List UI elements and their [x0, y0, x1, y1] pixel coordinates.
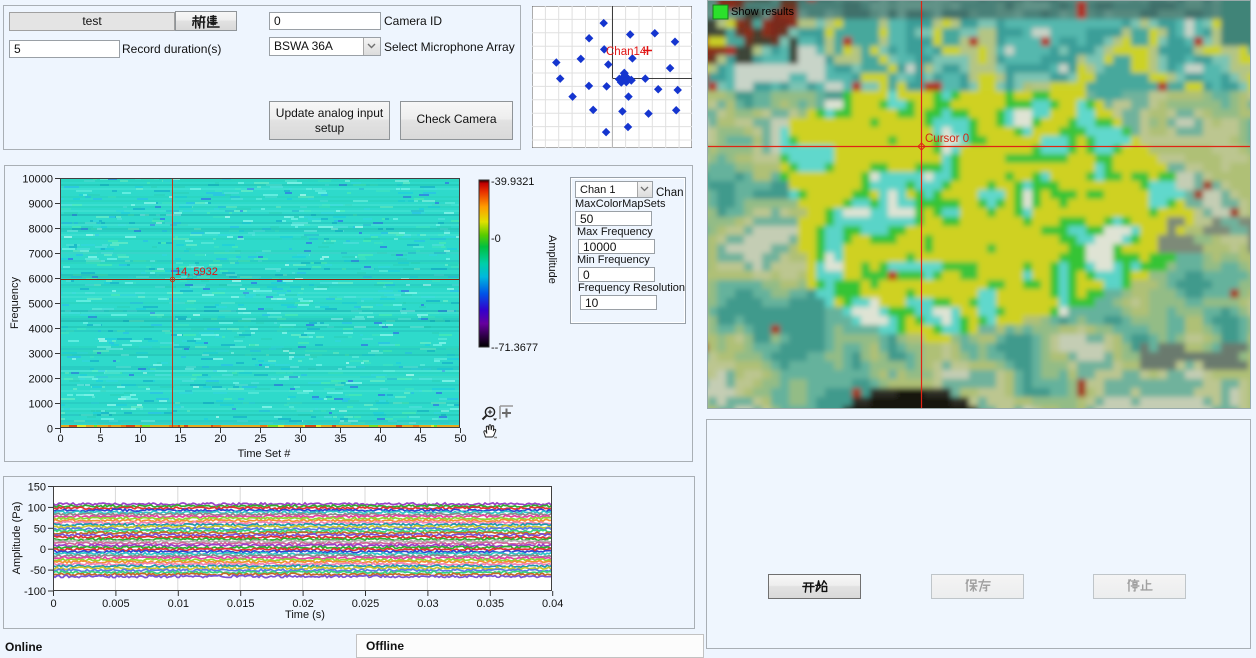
svg-text:50: 50 [34, 523, 46, 535]
svg-text:Frequency: Frequency [9, 277, 21, 329]
svg-text:45: 45 [414, 433, 426, 445]
svg-text:0: 0 [50, 598, 56, 610]
svg-text:0.005: 0.005 [102, 598, 130, 610]
svg-text:Amplitude: Amplitude [546, 235, 558, 284]
svg-text:Amplitude (Pa): Amplitude (Pa) [11, 502, 23, 575]
svg-text:2000: 2000 [29, 374, 53, 386]
svg-text:0.035: 0.035 [477, 598, 505, 610]
svg-text:50: 50 [454, 433, 466, 445]
svg-text:8000: 8000 [29, 224, 53, 236]
svg-text:10000: 10000 [22, 174, 53, 186]
svg-text:20: 20 [214, 433, 226, 445]
svg-text:30: 30 [294, 433, 306, 445]
svg-text:0: 0 [47, 424, 53, 436]
svg-text:--71.3677: --71.3677 [491, 342, 538, 354]
svg-text:5000: 5000 [29, 299, 53, 311]
svg-text:0.04: 0.04 [542, 598, 563, 610]
svg-text:1000: 1000 [29, 399, 53, 411]
svg-text:Show results: Show results [731, 6, 794, 18]
svg-text:15: 15 [174, 433, 186, 445]
svg-text:150: 150 [28, 482, 46, 494]
svg-text:0: 0 [40, 544, 46, 556]
svg-text:0.015: 0.015 [227, 598, 255, 610]
svg-text:0: 0 [57, 433, 63, 445]
svg-text:100: 100 [28, 502, 46, 514]
svg-text:Time Set #: Time Set # [238, 448, 292, 460]
svg-text:14, 5932: 14, 5932 [175, 266, 218, 278]
svg-text:Time (s): Time (s) [285, 609, 325, 621]
svg-text:4000: 4000 [29, 324, 53, 336]
svg-text:3000: 3000 [29, 349, 53, 361]
svg-text:0.01: 0.01 [168, 598, 189, 610]
svg-text:7000: 7000 [29, 249, 53, 261]
svg-text:Chan14: Chan14 [606, 46, 647, 58]
svg-text:40: 40 [374, 433, 386, 445]
svg-text:35: 35 [334, 433, 346, 445]
svg-text:0.02: 0.02 [292, 598, 313, 610]
svg-text:-50: -50 [30, 565, 46, 577]
svg-text:-39.9321: -39.9321 [491, 176, 534, 188]
svg-text:0.03: 0.03 [417, 598, 438, 610]
svg-text:-100: -100 [24, 586, 46, 598]
svg-text:5: 5 [97, 433, 103, 445]
svg-text:25: 25 [254, 433, 266, 445]
svg-text:0.025: 0.025 [352, 598, 380, 610]
svg-text:-0: -0 [491, 233, 501, 245]
svg-text:Cursor 0: Cursor 0 [925, 133, 969, 145]
svg-text:6000: 6000 [29, 274, 53, 286]
svg-text:10: 10 [134, 433, 146, 445]
svg-text:9000: 9000 [29, 199, 53, 211]
